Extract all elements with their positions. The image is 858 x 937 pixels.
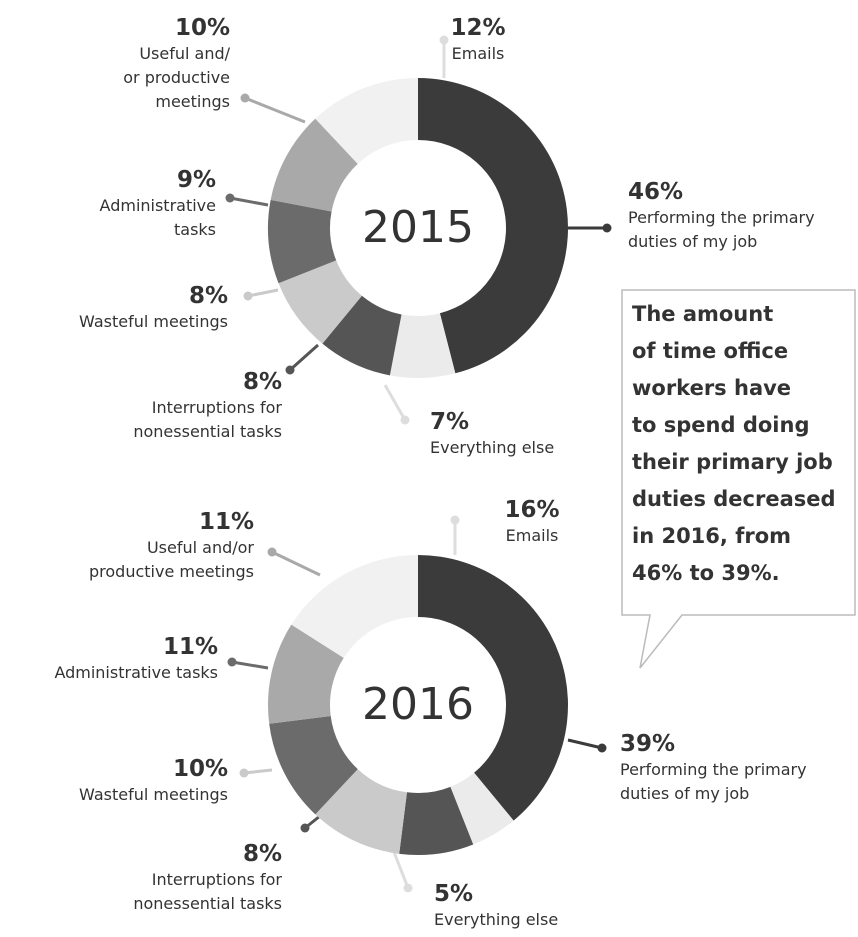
category-label: Everything else xyxy=(434,910,559,929)
leader-line xyxy=(383,384,407,421)
segment-label: 8% Interruptions for nonessential tasks xyxy=(133,840,282,916)
leader-dot xyxy=(243,291,253,301)
category-label: Administrative tasks xyxy=(54,663,218,682)
value-label: 10% xyxy=(172,756,228,782)
leader-dot xyxy=(602,223,612,233)
segment-label: 11% Useful and/or productive meetings xyxy=(89,508,254,584)
segment-label: 12% Emails xyxy=(378,14,578,66)
donut-segment xyxy=(267,199,337,284)
leader-line xyxy=(243,768,273,775)
category-label: Performing the primary duties of my job xyxy=(628,208,815,251)
leader-line xyxy=(229,196,269,207)
segment-label: 10% Wasteful meetings xyxy=(79,755,228,807)
category-label: Interruptions for nonessential tasks xyxy=(133,870,282,913)
category-label: Performing the primary duties of my job xyxy=(620,760,807,803)
donut-segment xyxy=(268,624,344,724)
category-label: Emails xyxy=(505,526,559,545)
leader-line xyxy=(231,660,269,670)
category-label: Interruptions for nonessential tasks xyxy=(133,398,282,441)
value-label: 5% xyxy=(434,881,474,907)
value-label: 12% xyxy=(450,15,506,41)
donut-segment xyxy=(418,555,569,821)
segment-label: 9% Administrative tasks xyxy=(100,166,216,242)
donut-segment xyxy=(278,260,362,344)
value-label: 10% xyxy=(174,15,230,41)
donut-segment xyxy=(269,716,358,815)
category-label: Wasteful meetings xyxy=(79,785,228,804)
segment-label: 11% Administrative tasks xyxy=(54,633,218,685)
segment-label: 16% Emails xyxy=(432,496,632,548)
donut-segment xyxy=(418,78,569,374)
leader-dot xyxy=(403,883,413,893)
segment-label: 8% Interruptions for nonessential tasks xyxy=(133,368,282,444)
value-label: 11% xyxy=(198,509,254,535)
callout-box xyxy=(621,289,856,669)
donut-segment xyxy=(322,295,402,376)
leader-line xyxy=(567,738,603,750)
donut-segment xyxy=(450,772,514,845)
category-label: Administrative tasks xyxy=(99,196,216,239)
leader-line xyxy=(247,288,279,298)
leader-dot xyxy=(239,768,249,778)
value-label: 39% xyxy=(620,731,676,757)
donut-segment xyxy=(270,118,358,212)
leader-dot xyxy=(227,657,237,667)
leader-line xyxy=(244,96,306,124)
category-label: Everything else xyxy=(430,438,555,457)
segment-label: 39% Performing the primary duties of my j… xyxy=(620,730,807,806)
category-label: Useful and/ or productive meetings xyxy=(123,44,230,111)
donut-segment xyxy=(399,786,474,855)
value-label: 7% xyxy=(430,409,470,435)
donut-segment xyxy=(291,555,418,658)
category-label: Wasteful meetings xyxy=(79,312,228,331)
annotation: The amount of time office workers have t… xyxy=(632,302,836,585)
leader-dot xyxy=(267,547,277,557)
value-label: 8% xyxy=(188,283,228,309)
chart-title: 2015 xyxy=(362,202,474,253)
value-label: 9% xyxy=(176,167,216,193)
leader-dot xyxy=(450,515,460,525)
leader-line xyxy=(392,851,410,889)
donut-segment xyxy=(315,78,418,164)
value-label: 46% xyxy=(628,179,684,205)
leader-dot xyxy=(240,93,250,103)
value-label: 16% xyxy=(504,497,560,523)
leader-dot xyxy=(597,743,607,753)
donut-segment xyxy=(389,313,456,378)
leader-line xyxy=(289,343,319,372)
category-label: Useful and/or productive meetings xyxy=(88,538,254,581)
value-label: 8% xyxy=(242,841,282,867)
value-label: 11% xyxy=(162,634,218,660)
leader-dot xyxy=(439,35,449,45)
donut-segment xyxy=(315,769,407,854)
category-label: Emails xyxy=(451,44,505,63)
leader-line xyxy=(271,550,321,577)
segment-label: 7% Everything else xyxy=(430,408,554,460)
chart-title: 2016 xyxy=(362,679,474,730)
segment-label: 10% Useful and/ or productive meetings xyxy=(123,14,230,114)
leader-dot xyxy=(285,365,295,375)
leader-dot xyxy=(225,193,235,203)
value-label: 8% xyxy=(242,369,282,395)
leader-dot xyxy=(300,823,310,833)
segment-label: 8% Wasteful meetings xyxy=(79,282,228,334)
leader-dot xyxy=(400,415,410,425)
segment-label: 46% Performing the primary duties of my j… xyxy=(628,178,815,254)
segment-label: 5% Everything else xyxy=(434,880,558,932)
